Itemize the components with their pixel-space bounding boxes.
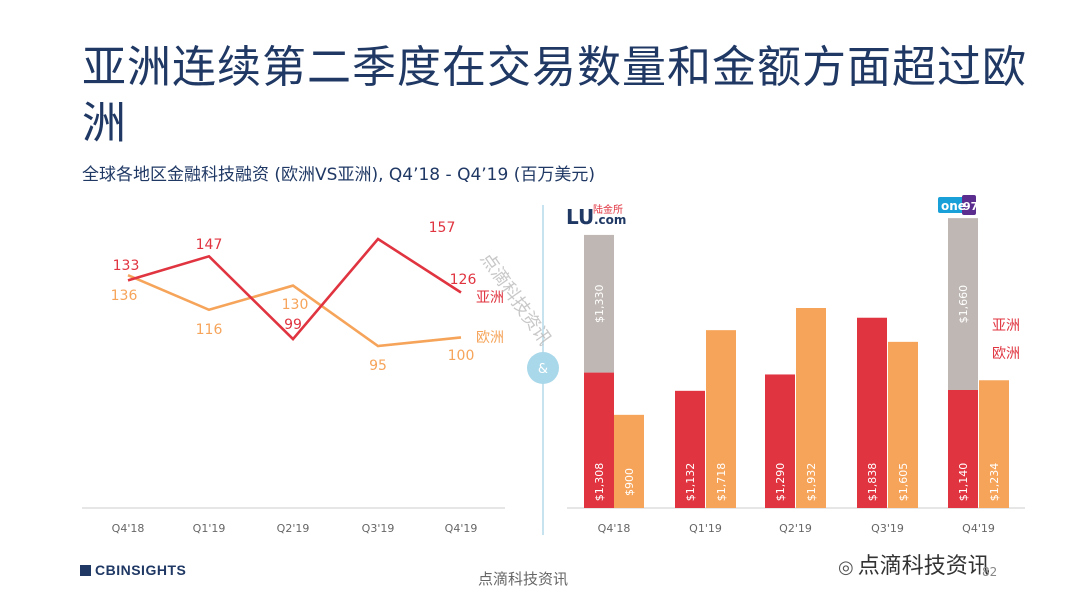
cbinsights-logo: CBINSIGHTS (80, 562, 186, 578)
europe-data-label: 136 (111, 288, 138, 304)
line-x-tick-label: Q1'19 (193, 522, 226, 535)
one97-logo-a: one (941, 199, 966, 213)
page-title: 亚洲连续第二季度在交易数量和金额方面超过欧洲 (82, 42, 1027, 149)
europe-data-label: 130 (282, 297, 309, 313)
lucom-logo-cn: 陆金所 (593, 203, 623, 216)
bar-x-tick-label: Q4'18 (598, 522, 631, 535)
europe-bar (979, 380, 1009, 508)
europe-bar-label: $1,932 (805, 463, 818, 502)
asia-bar (948, 389, 978, 508)
europe-bar (614, 414, 644, 508)
highlight-bar-label: $1,660 (957, 285, 970, 324)
line-x-tick-label: Q4'19 (445, 522, 478, 535)
asia-bar-label: $1,308 (593, 463, 606, 502)
asia-bar-label: $1,290 (774, 463, 787, 502)
bar-x-tick-label: Q1'19 (689, 522, 722, 535)
asia-bar-legend: 亚洲 (992, 318, 1020, 334)
highlight-bar-label: $1,330 (593, 285, 606, 324)
asia-line (127, 237, 462, 342)
europe-bar (706, 330, 736, 508)
lucom-logo-main: LU (566, 205, 594, 229)
asia-bar (765, 374, 795, 508)
bar-x-tick-label: Q3'19 (871, 522, 904, 535)
asia-bar (675, 390, 705, 508)
europe-bar (888, 341, 918, 508)
asia-line-legend: 亚洲 (476, 290, 504, 306)
europe-line (127, 274, 462, 348)
footer-source: 点滴科技资讯 (478, 570, 569, 588)
bar-x-tick-label: Q4'19 (962, 522, 995, 535)
europe-data-label: 95 (369, 358, 387, 374)
europe-bar (796, 308, 826, 508)
highlight-bar (948, 218, 978, 390)
bar-x-tick-label: Q2'19 (779, 522, 812, 535)
asia-bar-label: $1,132 (684, 463, 697, 502)
divider-circle (527, 352, 559, 384)
asia-bar-label: $1,838 (866, 463, 879, 502)
asia-bar (857, 317, 887, 508)
asia-data-label: 133 (113, 258, 140, 274)
europe-line-legend: 欧洲 (476, 330, 504, 346)
line-x-tick-label: Q4'18 (112, 522, 145, 535)
europe-bar-label: $1,234 (988, 463, 1001, 502)
divider-symbol: & (538, 362, 548, 377)
europe-bar-label: $1,718 (715, 463, 728, 502)
one97-logo-b: 97 (963, 200, 978, 213)
chart-subtitle: 全球各地区金融科技融资 (欧洲VS亚洲), Q4’18 - Q4’19 (百万美… (82, 165, 595, 185)
highlight-bar (584, 234, 614, 373)
europe-bar-legend: 欧洲 (992, 346, 1020, 362)
asia-data-label: 126 (450, 272, 477, 288)
lucom-logo-domain: .com (594, 213, 626, 227)
one97-logo-accent (962, 195, 976, 215)
asia-bar-label: $1,140 (957, 463, 970, 502)
line-x-tick-label: Q3'19 (362, 522, 395, 535)
europe-data-label: 100 (448, 348, 475, 364)
europe-bar-label: $1,605 (897, 463, 910, 502)
asia-data-label: 147 (196, 237, 223, 253)
europe-data-label: 116 (196, 322, 223, 338)
wechat-icon: ◎ (838, 557, 854, 578)
wechat-account: ◎ 点滴科技资讯 (838, 554, 990, 579)
asia-data-label: 99 (284, 317, 302, 333)
asia-bar (584, 372, 614, 508)
line-x-tick-label: Q2'19 (277, 522, 310, 535)
asia-data-label: 157 (429, 220, 456, 236)
page-number: 82 (982, 565, 998, 579)
europe-bar-label: $900 (623, 468, 636, 496)
